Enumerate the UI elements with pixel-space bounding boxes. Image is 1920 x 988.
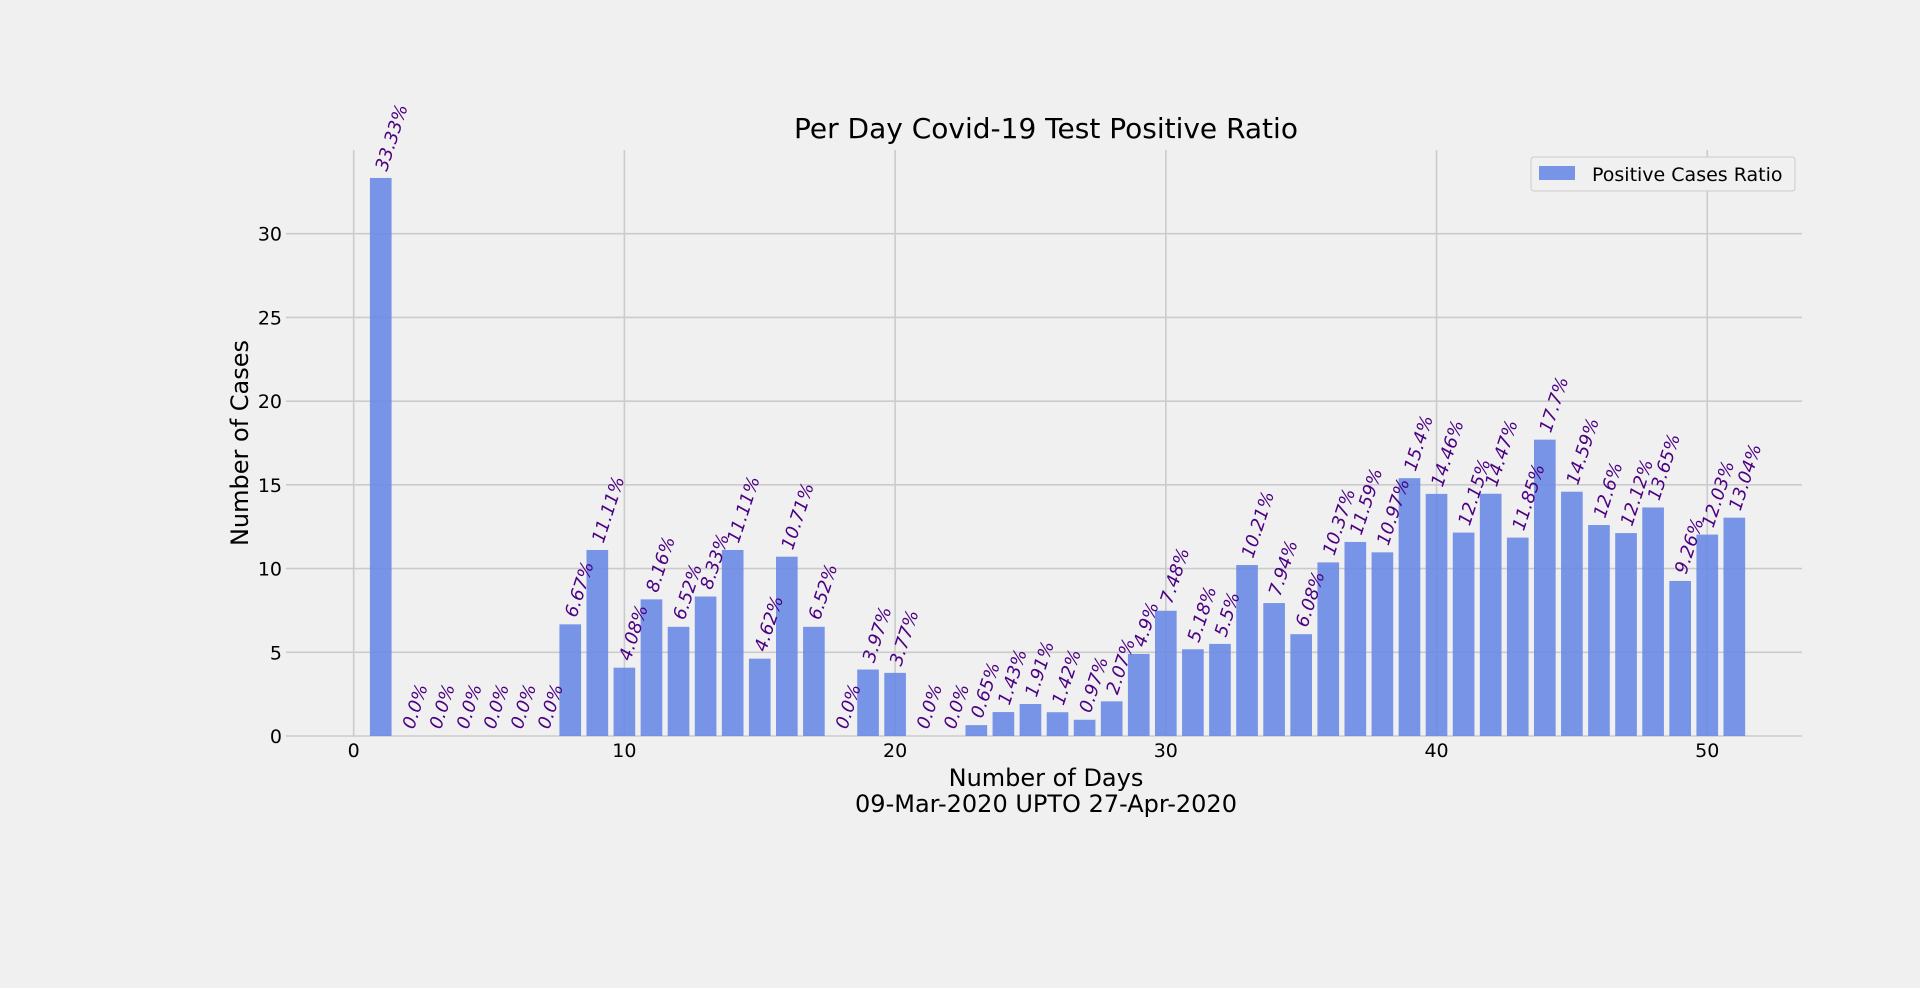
bar: [1127, 653, 1150, 736]
bar: [857, 669, 879, 736]
bar: [748, 658, 771, 736]
bar: [1236, 565, 1258, 736]
bar: [559, 624, 582, 736]
bar: [1506, 537, 1529, 736]
bar: [1100, 701, 1123, 736]
x-tick-label: 40: [1424, 740, 1448, 762]
y-tick-label: 20: [258, 391, 282, 413]
bars: [369, 177, 1746, 736]
bar: [1209, 643, 1231, 736]
tick-labels: 0 5 10 15 20 25 30 0 10 20 30 40 50: [258, 224, 1720, 762]
bar-label: 7.48%: [1157, 545, 1195, 606]
bar: [1073, 719, 1096, 736]
x-tick-label: 10: [612, 740, 636, 762]
bar: [1371, 552, 1394, 736]
x-tick-label: 0: [348, 740, 360, 762]
y-axis-title: Number of Cases: [226, 340, 254, 546]
bar: [992, 712, 1015, 736]
legend: Positive Cases Ratio: [1530, 156, 1796, 192]
bar-label: 6.52%: [805, 562, 843, 623]
y-tick-label: 5: [270, 642, 282, 664]
bar: [884, 672, 906, 736]
bar: [1154, 610, 1177, 736]
x-axis-title: Number of Days: [949, 764, 1144, 792]
bar: [586, 549, 609, 736]
bar-label: 14.59%: [1563, 415, 1604, 487]
legend-label: Positive Cases Ratio: [1592, 164, 1783, 186]
x-axis-subtitle: 09-Mar-2020 UPTO 27-Apr-2020: [855, 790, 1237, 818]
bar: [1290, 634, 1313, 736]
bar: [1344, 541, 1367, 736]
bar-label: 5.18%: [1184, 584, 1222, 645]
bar: [775, 556, 798, 736]
bar-label: 33.33%: [372, 102, 413, 174]
bar: [803, 626, 825, 736]
bar: [721, 549, 744, 736]
y-tick-label: 25: [258, 307, 282, 329]
bar: [1723, 517, 1746, 736]
x-tick-label: 50: [1695, 740, 1719, 762]
bar: [1696, 534, 1719, 736]
bar: [1533, 439, 1556, 736]
bar: [667, 626, 690, 736]
bar: [640, 599, 663, 736]
bar: [1398, 478, 1421, 736]
bar-label: 17.7%: [1536, 374, 1574, 435]
y-tick-label: 15: [258, 475, 282, 497]
bar: [613, 667, 636, 736]
bar-label: 14.47%: [1481, 418, 1522, 490]
y-tick-label: 10: [258, 559, 282, 581]
bar: [1263, 603, 1285, 736]
bar-label: 8.16%: [642, 534, 680, 595]
legend-swatch: [1539, 166, 1575, 180]
y-tick-label: 30: [258, 224, 282, 246]
bar: [369, 177, 392, 736]
bar-label: 15.4%: [1400, 413, 1438, 474]
bar: [1479, 493, 1502, 736]
bar: [1317, 562, 1340, 736]
bar: [1669, 580, 1692, 736]
chart-title: Per Day Covid-19 Test Positive Ratio: [794, 112, 1298, 145]
bar: [1425, 493, 1448, 736]
y-tick-label: 0: [270, 726, 282, 748]
bar-label: 10.71%: [778, 480, 819, 552]
bar: [1046, 712, 1069, 736]
bar: [1588, 525, 1610, 736]
bar: [1019, 704, 1042, 736]
bar-label: 10.21%: [1238, 489, 1279, 561]
bar: [694, 596, 717, 736]
legend-box: [1530, 156, 1796, 192]
bar: [1452, 532, 1475, 736]
bar: [1642, 507, 1664, 736]
bar: [1182, 649, 1204, 736]
x-tick-label: 20: [883, 740, 907, 762]
bar: [1561, 491, 1583, 736]
bar: [1615, 533, 1637, 736]
x-tick-label: 30: [1154, 740, 1178, 762]
bar: [965, 725, 988, 736]
